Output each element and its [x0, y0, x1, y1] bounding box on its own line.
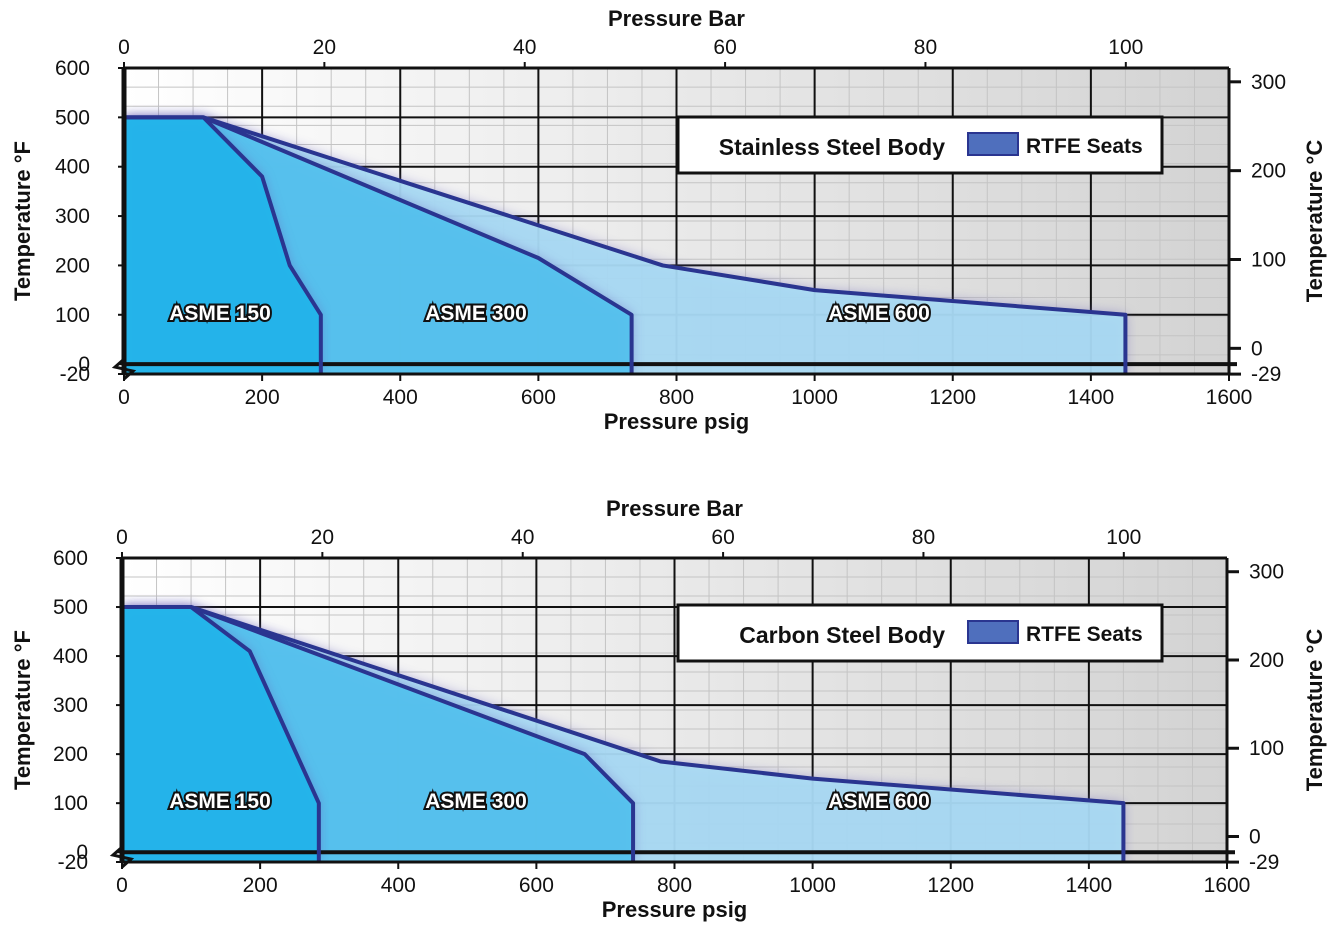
legend-box [676, 115, 1164, 175]
x-axis-title: Pressure psig [602, 897, 748, 922]
y-tick-label: 200 [53, 743, 88, 766]
y-right-axis-title: Temperature °C [1302, 140, 1327, 303]
x-top-tick-label: 100 [1106, 526, 1141, 549]
x-tick-label: 600 [521, 386, 556, 409]
y-right-tick-label: 200 [1249, 649, 1284, 672]
y-right-tick-label: 300 [1249, 561, 1284, 584]
x-top-tick-label: 20 [311, 526, 334, 549]
region-label-asme-150: ASME 150 [169, 302, 271, 325]
x-tick-label: 1000 [789, 874, 836, 897]
x-top-tick-label: 40 [511, 526, 534, 549]
y-tick-label: 0 [76, 841, 88, 864]
region-label-asme-300: ASME 300 [425, 790, 527, 813]
region-label-asme-600: ASME 600 [828, 790, 930, 813]
y-tick-label: 200 [55, 254, 90, 277]
legend-swatch [967, 620, 1019, 644]
x-axis-title: Pressure psig [604, 409, 750, 434]
y-axis-title: Temperature °F [10, 630, 35, 790]
legend-box [676, 603, 1164, 663]
y-tick-label: 500 [53, 596, 88, 619]
x-tick-label: 200 [245, 386, 280, 409]
x-top-axis-title: Pressure Bar [606, 496, 743, 521]
region-label-asme-150: ASME 150 [169, 790, 271, 813]
y-tick-label: 300 [53, 694, 88, 717]
x-tick-label: 200 [243, 874, 278, 897]
x-tick-label: 1000 [791, 386, 838, 409]
y-tick-label: 600 [53, 547, 88, 570]
y-right-tick-label: 100 [1251, 248, 1286, 271]
x-top-tick-label: 100 [1108, 36, 1143, 59]
area-fill-0 [124, 117, 321, 374]
legend: Carbon Steel Body RTFE Seats [676, 603, 1164, 663]
area-fills [124, 117, 1126, 374]
x-tick-label: 1400 [1068, 386, 1115, 409]
x-top-tick-label: 0 [116, 526, 128, 549]
x-top-tick-label: 80 [912, 526, 935, 549]
y-right-axis-title: Temperature °C [1302, 629, 1327, 792]
x-tick-label: 1600 [1204, 874, 1251, 897]
x-top-tick-label: 40 [513, 36, 536, 59]
area-fills [122, 607, 1124, 862]
y-axis-title: Temperature °F [10, 141, 35, 301]
x-tick-label: 0 [118, 386, 130, 409]
y-tick-label: 100 [55, 304, 90, 327]
y-right-tick-label: -29 [1251, 363, 1281, 386]
y-right-tick-label: 200 [1251, 160, 1286, 183]
x-tick-label: 1200 [927, 874, 974, 897]
x-top-tick-label: 0 [118, 36, 130, 59]
y-tick-label: 300 [55, 205, 90, 228]
legend-item-label: RTFE Seats [1026, 135, 1143, 158]
legend-swatch [967, 132, 1019, 156]
y-tick-label: -20 [58, 851, 88, 874]
region-label-asme-300: ASME 300 [425, 302, 527, 325]
y-right-tick-label: 0 [1249, 826, 1261, 849]
x-top-tick-label: 20 [313, 36, 336, 59]
x-tick-label: 0 [116, 874, 128, 897]
x-tick-label: 800 [657, 874, 692, 897]
area-fill-0 [122, 607, 319, 862]
series-line-asme-600 [124, 115, 1128, 374]
x-tick-label: 1400 [1066, 874, 1113, 897]
y-right-tick-label: 0 [1251, 337, 1263, 360]
y-right-tick-label: 300 [1251, 71, 1286, 94]
x-top-tick-label: 60 [713, 36, 736, 59]
y-tick-label: 400 [55, 156, 90, 179]
y-right-tick-label: 100 [1249, 737, 1284, 760]
legend-title: Carbon Steel Body [739, 622, 945, 648]
legend-title: Stainless Steel Body [719, 134, 945, 160]
x-tick-label: 1200 [929, 386, 976, 409]
x-top-tick-label: 60 [711, 526, 734, 549]
x-tick-label: 1600 [1206, 386, 1253, 409]
axis-break-icon [109, 845, 135, 869]
region-label-asme-600: ASME 600 [828, 302, 930, 325]
legend-item-label: RTFE Seats [1026, 623, 1143, 646]
x-top-tick-label: 80 [914, 36, 937, 59]
y-tick-label: 500 [55, 106, 90, 129]
legend: Stainless Steel Body RTFE Seats [676, 115, 1164, 175]
x-tick-label: 400 [383, 386, 418, 409]
y-right-tick-label: -29 [1249, 851, 1279, 874]
x-tick-label: 800 [659, 386, 694, 409]
y-tick-label: 100 [53, 792, 88, 815]
y-tick-label: 400 [53, 645, 88, 668]
y-tick-label: -20 [60, 363, 90, 386]
y-tick-label: 600 [55, 57, 90, 80]
x-top-axis-title: Pressure Bar [608, 6, 745, 31]
axis-break-icon [111, 357, 137, 381]
x-tick-label: 600 [519, 874, 554, 897]
y-tick-label: 0 [78, 353, 90, 376]
series-line-asme-600 [122, 605, 1126, 862]
x-tick-label: 400 [381, 874, 416, 897]
